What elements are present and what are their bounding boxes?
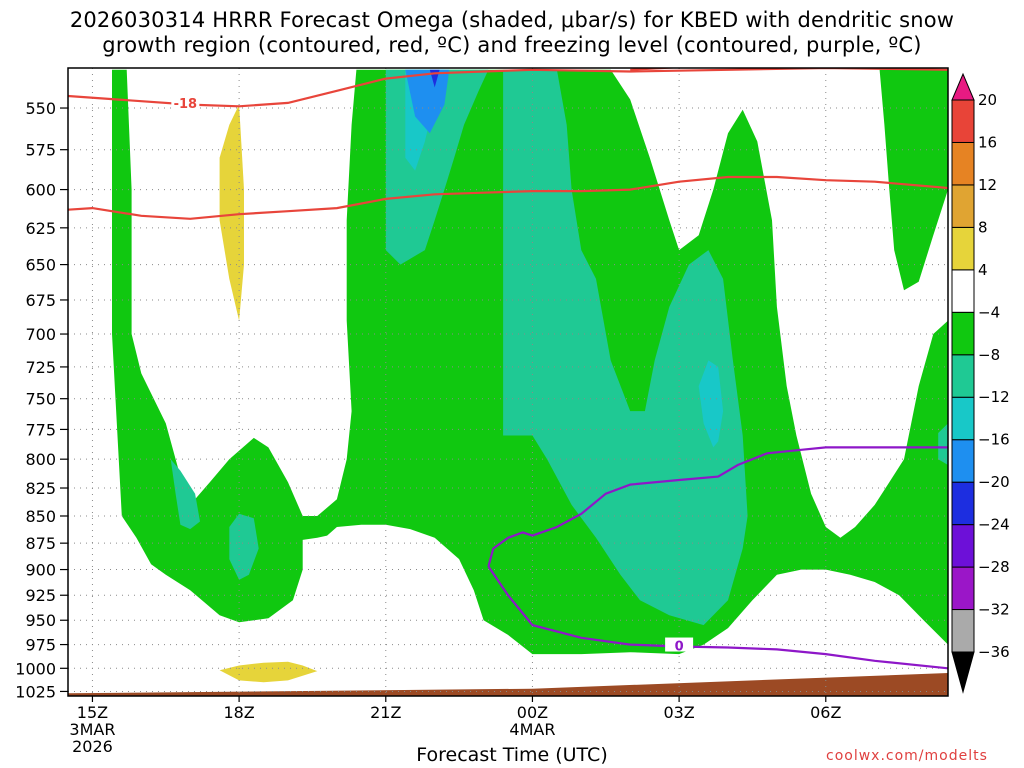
contour-label-0: -18 xyxy=(174,97,198,112)
colorbar-label: 16 xyxy=(978,133,997,151)
y-tick-label: 925 xyxy=(25,586,56,605)
colorbar-min-arrow xyxy=(951,651,975,694)
x-tick-sublabel: 3MAR xyxy=(69,720,115,739)
y-tick-label: 825 xyxy=(25,479,56,498)
omega-region-11 xyxy=(219,104,244,321)
contour-line-1 xyxy=(68,175,948,220)
colorbar-label: 8 xyxy=(978,218,988,236)
colorbar-label: −20 xyxy=(978,473,1010,491)
y-tick-label: 625 xyxy=(25,219,56,238)
y-tick-label: 700 xyxy=(25,325,56,344)
contour-label-bg xyxy=(665,637,694,652)
y-tick-label: 900 xyxy=(25,561,56,580)
x-tick-label: 00Z xyxy=(517,703,548,722)
omega-region-5 xyxy=(229,513,259,580)
omega-region-12 xyxy=(219,661,318,683)
y-tick-label: 600 xyxy=(25,181,56,200)
x-tick-label: 21Z xyxy=(370,703,401,722)
site-credit: coolwx.com/modelts xyxy=(826,748,988,764)
colorbar-label: 12 xyxy=(978,176,997,194)
colorbar-bin-4 xyxy=(951,439,975,483)
terrain-surface xyxy=(68,673,948,696)
omega-region-1 xyxy=(879,69,948,291)
x-tick-label: 06Z xyxy=(810,703,841,722)
contour-label-4: 0 xyxy=(675,640,684,655)
y-tick-label: 850 xyxy=(25,507,56,526)
omega-region-9 xyxy=(405,69,450,134)
contour-line-3 xyxy=(487,446,948,567)
x-tick-label: 15Z xyxy=(77,703,108,722)
y-tick-label: 800 xyxy=(25,450,56,469)
colorbar-bin-1 xyxy=(951,566,975,611)
colorbar-bin-5 xyxy=(951,396,975,441)
colorbar-label: −8 xyxy=(978,346,1000,364)
x-tick-sublabel-2: 2026 xyxy=(72,737,113,756)
contour-line-2 xyxy=(630,68,683,71)
contour-label-bg xyxy=(171,94,200,109)
y-tick-label: 675 xyxy=(25,291,56,310)
omega-region-6 xyxy=(938,423,948,465)
colorbar-label: 20 xyxy=(978,91,997,109)
colorbar-bin-6 xyxy=(951,354,975,398)
colorbar-label: −36 xyxy=(978,643,1010,661)
y-tick-label: 950 xyxy=(25,611,56,630)
colorbar-label: −12 xyxy=(978,388,1010,406)
plot-area: -18 0 xyxy=(68,68,948,696)
chart-title-line-1: 2026030314 HRRR Forecast Omega (shaded, … xyxy=(69,8,955,32)
y-tick-label: 725 xyxy=(25,358,56,377)
colorbar-label: −4 xyxy=(978,303,1000,321)
colorbar-max-arrow xyxy=(951,72,975,101)
y-tick-label: 550 xyxy=(25,99,56,118)
colorbar-bin-8 xyxy=(951,269,975,313)
x-tick-label: 03Z xyxy=(663,703,694,722)
y-tick-label: 975 xyxy=(25,636,56,655)
y-tick-label: 575 xyxy=(25,141,56,160)
omega-region-4 xyxy=(170,459,200,530)
omega-region-8 xyxy=(698,360,724,448)
colorbar-bin-0 xyxy=(951,609,975,653)
colorbar-bin-9 xyxy=(951,226,975,271)
y-tick-label: 1000 xyxy=(15,659,56,678)
colorbar-bin-11 xyxy=(951,141,975,186)
y-tick-label: 1025 xyxy=(15,682,56,701)
colorbar-label: 4 xyxy=(978,261,988,279)
x-axis-label: Forecast Time (UTC) xyxy=(416,744,608,766)
colorbar-bin-10 xyxy=(951,184,975,228)
colorbar-bin-12 xyxy=(951,99,975,143)
x-tick-label: 18Z xyxy=(223,703,254,722)
colorbar-label: −28 xyxy=(978,558,1010,576)
colorbar-label: −32 xyxy=(978,601,1010,619)
colorbar-label: −24 xyxy=(978,516,1010,534)
colorbar-label: −16 xyxy=(978,431,1010,449)
colorbar-bin-2 xyxy=(951,524,975,568)
omega-region-3 xyxy=(503,69,748,626)
chart-title-line-2: growth region (contoured, red, ºC) and f… xyxy=(102,33,922,57)
colorbar-bin-7 xyxy=(951,311,975,356)
x-tick-sublabel: 4MAR xyxy=(509,720,555,739)
colorbar-bin-3 xyxy=(951,481,975,526)
y-tick-label: 650 xyxy=(25,256,56,275)
plot-frame xyxy=(67,67,949,697)
y-tick-label: 875 xyxy=(25,534,56,553)
y-tick-label: 750 xyxy=(25,390,56,409)
y-tick-label: 775 xyxy=(25,420,56,439)
